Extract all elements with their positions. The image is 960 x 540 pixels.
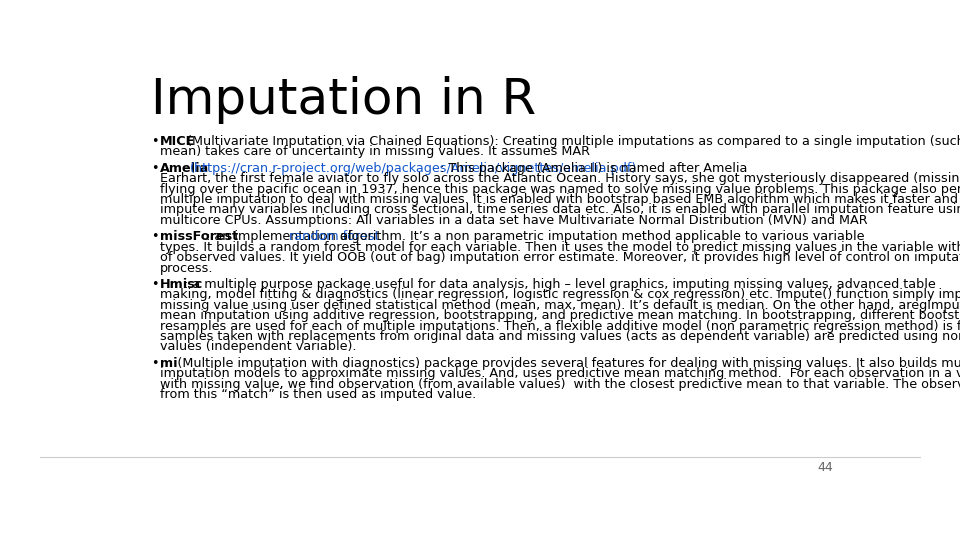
Text: multiple imputation to deal with missing values. It is enabled with bootstrap ba: multiple imputation to deal with missing… [160,193,960,206]
Text: : (Multiple imputation with diagnostics) package provides several features for d: : (Multiple imputation with diagnostics)… [169,357,960,370]
Text: mi: mi [160,357,178,370]
Text: : This package (Amelia II) is named after Amelia: : This package (Amelia II) is named afte… [440,162,747,175]
Text: •: • [151,278,158,291]
Text: resamples are used for each of multiple imputations. Then, a flexible additive m: resamples are used for each of multiple … [160,320,960,333]
Text: MICE: MICE [160,135,196,148]
Text: missing value using user defined statistical method (mean, max, mean). It’s defa: missing value using user defined statist… [160,299,960,312]
Text: types. It builds a random forest model for each variable. Then it uses the model: types. It builds a random forest model f… [160,241,960,254]
Text: random forest: random forest [289,231,380,244]
Text: imputation models to approximate missing values. And, uses predictive mean match: imputation models to approximate missing… [160,367,960,380]
Text: missForest: missForest [160,231,238,244]
Text: flying over the pacific ocean in 1937, hence this package was named to solve mis: flying over the pacific ocean in 1937, h… [160,183,960,195]
Text: mean) takes care of uncertainty in missing values. It assumes MAR: mean) takes care of uncertainty in missi… [160,145,590,158]
Text: •: • [151,357,158,370]
Text: algorithm. It’s a non parametric imputation method applicable to various variabl: algorithm. It’s a non parametric imputat… [336,231,865,244]
Text: Amelia: Amelia [160,162,209,175]
Text: 44: 44 [817,462,833,475]
Text: from this “match” is then used as imputed value.: from this “match” is then used as impute… [160,388,476,401]
Text: making, model fitting & diagnostics (linear regression, logistic regression & co: making, model fitting & diagnostics (lin… [160,288,960,301]
Text: •: • [151,231,158,244]
Text: of observed values. It yield OOB (out of bag) imputation error estimate. Moreove: of observed values. It yield OOB (out of… [160,251,960,264]
Text: multicore CPUs. Assumptions: All variables in a data set have Multivariate Norma: multicore CPUs. Assumptions: All variabl… [160,214,868,227]
Text: process.: process. [160,261,214,274]
Text: : an implementation of: : an implementation of [206,231,356,244]
Text: Hmisc: Hmisc [160,278,204,291]
Text: : a multiple purpose package useful for data analysis, high – level graphics, im: : a multiple purpose package useful for … [183,278,935,291]
Text: values (independent variable).: values (independent variable). [160,340,357,354]
Text: •: • [151,135,158,148]
Text: with missing value, we find observation (from available values)  with the closes: with missing value, we find observation … [160,378,960,391]
Text: (Multivariate Imputation via Chained Equations): Creating multiple imputations a: (Multivariate Imputation via Chained Equ… [182,135,960,148]
Text: impute many variables including cross sectional, time series data etc. Also, it : impute many variables including cross se… [160,204,960,217]
Text: mean imputation using additive regression, bootstrapping, and predictive mean ma: mean imputation using additive regressio… [160,309,960,322]
Text: (https://cran.r-project.org/web/packages/Amelia/vignettes/amelia.pdf): (https://cran.r-project.org/web/packages… [190,162,637,175]
Text: Imputation in R: Imputation in R [151,76,536,124]
Text: Earhart, the first female aviator to fly solo across the Atlantic Ocean. History: Earhart, the first female aviator to fly… [160,172,960,185]
Text: samples taken with replacements from original data and missing values (acts as d: samples taken with replacements from ori… [160,330,960,343]
Text: •: • [151,162,158,175]
